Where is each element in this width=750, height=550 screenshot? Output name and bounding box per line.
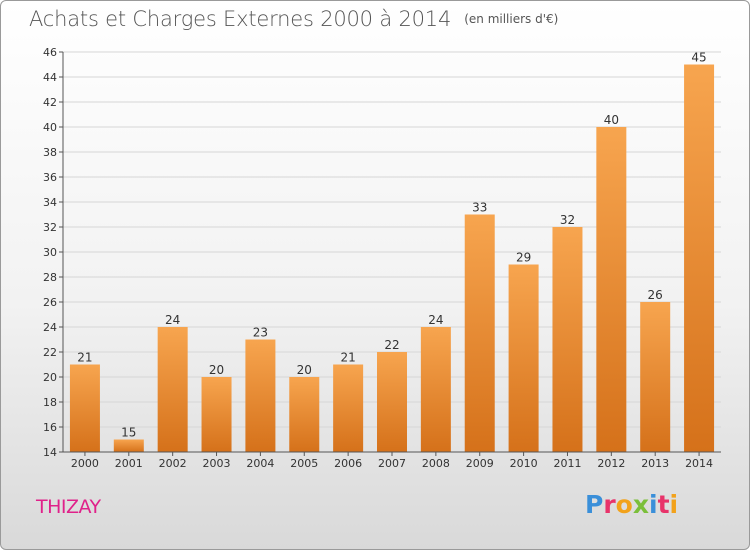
y-tick-label: 30 (43, 246, 57, 259)
y-tick-label: 34 (43, 196, 57, 209)
logo-letter: i (649, 490, 658, 519)
value-label: 45 (691, 51, 706, 65)
value-label: 22 (384, 338, 399, 352)
bar (113, 439, 144, 452)
y-tick-label: 24 (43, 321, 57, 334)
y-tick-label: 44 (43, 71, 57, 84)
value-label: 21 (77, 351, 92, 365)
x-tick-label: 2011 (553, 457, 581, 470)
y-tick-label: 40 (43, 121, 57, 134)
y-tick-label: 46 (43, 46, 57, 59)
x-tick-label: 2005 (290, 457, 318, 470)
bar (245, 339, 276, 452)
bar (552, 227, 583, 452)
bar (157, 327, 188, 452)
bar (464, 214, 495, 452)
y-tick-label: 14 (43, 446, 57, 459)
axes (59, 51, 721, 456)
x-tick-label: 2013 (641, 457, 669, 470)
x-tick-label: 2008 (422, 457, 450, 470)
value-label: 24 (165, 313, 180, 327)
place-name: THIZAY (36, 496, 101, 518)
bar (596, 127, 627, 452)
proxiti-logo: Proxiti (585, 490, 678, 519)
y-tick-label: 36 (43, 171, 57, 184)
logo-letter: t (657, 490, 670, 519)
bar (640, 302, 671, 452)
y-tick-label: 20 (43, 371, 57, 384)
bar (69, 364, 100, 452)
y-tick-label: 22 (43, 346, 57, 359)
bar (289, 377, 320, 452)
bar (333, 364, 364, 452)
y-tick-label: 28 (43, 271, 57, 284)
bar (377, 352, 407, 452)
bar (201, 377, 232, 452)
value-label: 21 (340, 351, 355, 365)
y-tick-label: 16 (43, 421, 57, 434)
bar (508, 264, 539, 452)
value-label: 29 (516, 251, 531, 265)
value-label: 24 (428, 313, 443, 327)
y-tick-label: 42 (43, 96, 57, 109)
labels: 14 16 18 20 22 24 26 28 30 32 34 36 38 40 42 44 46 21 2000… (43, 46, 713, 470)
value-label: 23 (253, 326, 268, 340)
value-label: 32 (560, 213, 575, 227)
x-tick-label: 2010 (510, 457, 538, 470)
x-tick-label: 2006 (334, 457, 362, 470)
bars (69, 64, 715, 452)
logo-letter: i (669, 490, 679, 519)
x-tick-label: 2003 (203, 457, 231, 470)
bar (684, 64, 715, 452)
value-label: 26 (648, 288, 663, 302)
y-tick-label: 38 (43, 146, 57, 159)
value-label: 33 (472, 201, 487, 215)
x-tick-label: 2007 (378, 457, 406, 470)
y-tick-label: 32 (43, 221, 57, 234)
x-tick-label: 2014 (685, 457, 713, 470)
x-tick-label: 2012 (597, 457, 625, 470)
x-tick-label: 2000 (71, 457, 99, 470)
logo-letter: P (585, 490, 604, 519)
y-tick-label: 26 (43, 296, 57, 309)
x-tick-label: 2001 (115, 457, 143, 470)
title-row: Achats et Charges Externes 2000 à 2014 (… (29, 7, 558, 31)
value-label: 40 (604, 113, 619, 127)
chart-title: Achats et Charges Externes 2000 à 2014 (29, 7, 452, 31)
logo-letter: x (632, 490, 649, 519)
y-tick-label: 18 (43, 396, 57, 409)
logo-letter: o (615, 490, 633, 519)
chart-unit: (en milliers d'€) (464, 12, 559, 26)
x-tick-label: 2004 (246, 457, 274, 470)
x-tick-label: 2002 (159, 457, 187, 470)
value-label: 20 (297, 363, 312, 377)
value-label: 20 (209, 363, 224, 377)
logo-letter: r (603, 490, 616, 519)
value-label: 15 (121, 426, 136, 440)
bar (420, 327, 451, 452)
x-tick-label: 2009 (466, 457, 494, 470)
